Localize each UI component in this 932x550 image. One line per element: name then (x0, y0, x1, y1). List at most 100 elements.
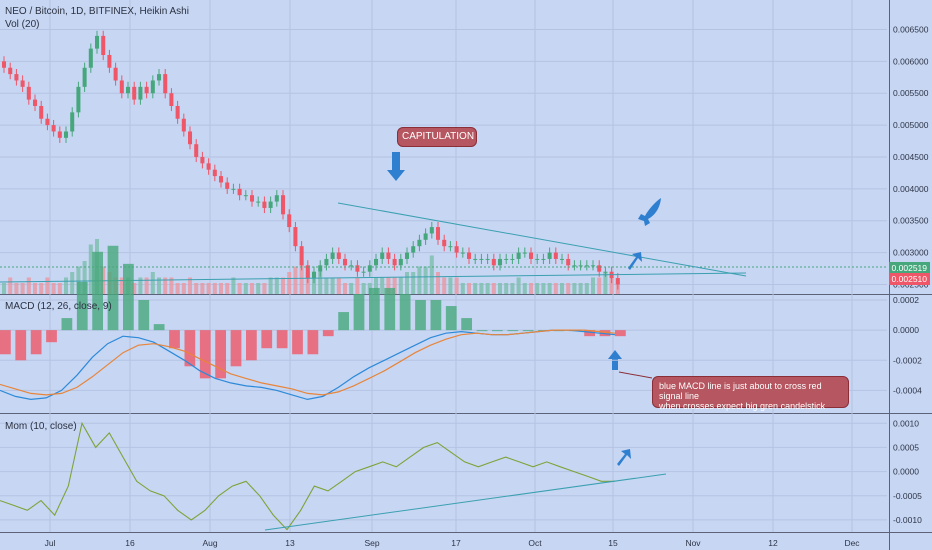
candle-body (479, 258, 484, 260)
volume-bar (256, 283, 261, 294)
candle-body (126, 86, 131, 94)
volume-bar (20, 283, 25, 294)
volume-bar (417, 266, 422, 294)
volume-bar (535, 283, 540, 294)
candle-body (26, 86, 31, 100)
macd-histogram-bar (107, 245, 119, 331)
candle-body (553, 252, 558, 259)
candle-body (460, 252, 465, 254)
candle-body (33, 99, 38, 106)
volume-bar (442, 277, 447, 294)
candle-body (436, 227, 441, 240)
candle-body (51, 125, 56, 132)
volume-bar (398, 277, 403, 294)
candle-body (498, 258, 503, 266)
volume-bar (2, 283, 7, 294)
y-tick-label: -0.0005 (893, 491, 922, 501)
candle-body (150, 80, 155, 94)
candle-body (8, 67, 13, 75)
volume-bar (287, 272, 292, 294)
x-tick-label: 12 (768, 538, 778, 548)
volume-bar (510, 283, 515, 294)
candle-body (566, 258, 571, 266)
candle-body (367, 265, 372, 272)
candle-body (541, 258, 546, 260)
x-tick-label: 15 (608, 538, 618, 548)
volume-bar (355, 277, 360, 294)
candle-body (349, 265, 354, 267)
macd-histogram-bar (169, 330, 180, 349)
volume-bar (473, 283, 478, 294)
candle-body (256, 201, 261, 203)
volume-bar (498, 283, 503, 294)
macd-histogram-bar (369, 287, 380, 331)
volume-bar (76, 266, 81, 294)
candle-body (144, 86, 149, 94)
candle-body (132, 86, 137, 100)
candle-body (336, 252, 341, 259)
candle-body (181, 118, 186, 132)
candle-body (200, 156, 205, 164)
volume-bar (70, 272, 75, 294)
volume-bar (268, 277, 273, 294)
x-tick-label: Oct (528, 538, 542, 548)
candle-body (429, 227, 434, 234)
volume-bar (188, 277, 193, 294)
volume-bar (361, 283, 366, 294)
candle-body (467, 252, 472, 259)
x-tick-label: Dec (844, 538, 860, 548)
volume-bar (163, 277, 168, 294)
candle-body (212, 169, 217, 177)
candle-body (417, 239, 422, 247)
volume-bar (429, 255, 434, 294)
volume-bar (14, 283, 19, 294)
volume-bar (318, 272, 323, 294)
candle-body (529, 252, 534, 259)
y-tick-label: -0.0010 (893, 515, 922, 525)
volume-bar (603, 272, 608, 294)
volume-bar (132, 283, 137, 294)
candle-body (423, 233, 428, 240)
candle-body (175, 105, 180, 119)
volume-bar (479, 283, 484, 294)
volume-bar (212, 283, 217, 294)
macd-histogram-bar (522, 330, 534, 332)
volume-bar (386, 277, 391, 294)
volume-bar (57, 283, 62, 294)
volume-label: Vol (20) (5, 19, 40, 30)
candle-body (231, 188, 236, 190)
volume-bar (597, 277, 602, 294)
volume-bar (26, 277, 31, 294)
candle-body (615, 278, 620, 285)
volume-bar (231, 277, 236, 294)
x-tick-label: Jul (45, 538, 56, 548)
macd-histogram-bar (492, 330, 503, 332)
candle-body (299, 246, 304, 266)
volume-bar (374, 277, 379, 294)
capitulation-text: CAPITULATION (402, 131, 475, 142)
macd-histogram-bar (292, 330, 303, 355)
volume-bar (392, 277, 397, 294)
volume-bar (88, 244, 93, 294)
volume-bar (529, 283, 534, 294)
candle-body (225, 182, 230, 189)
candle-body (473, 258, 478, 260)
symbol-title: NEO / Bitcoin, 1D, BITFINEX, Heikin Ashi (5, 6, 189, 17)
capitulation-note: CAPITULATION (397, 127, 477, 147)
signal-line (0, 329, 616, 396)
candle-body (39, 105, 44, 119)
candle-body (504, 258, 509, 260)
x-tick-label: Sep (364, 538, 379, 548)
candle-body (57, 131, 62, 138)
candle-body (119, 80, 124, 94)
candle-body (287, 214, 292, 228)
volume-bar (454, 277, 459, 294)
volume-bar (33, 283, 38, 294)
candle-body (535, 258, 540, 260)
trendline-descending (337, 202, 747, 277)
volume-bar (572, 283, 577, 294)
macd-histogram-bar (15, 330, 27, 361)
x-tick-label: Nov (685, 538, 701, 548)
